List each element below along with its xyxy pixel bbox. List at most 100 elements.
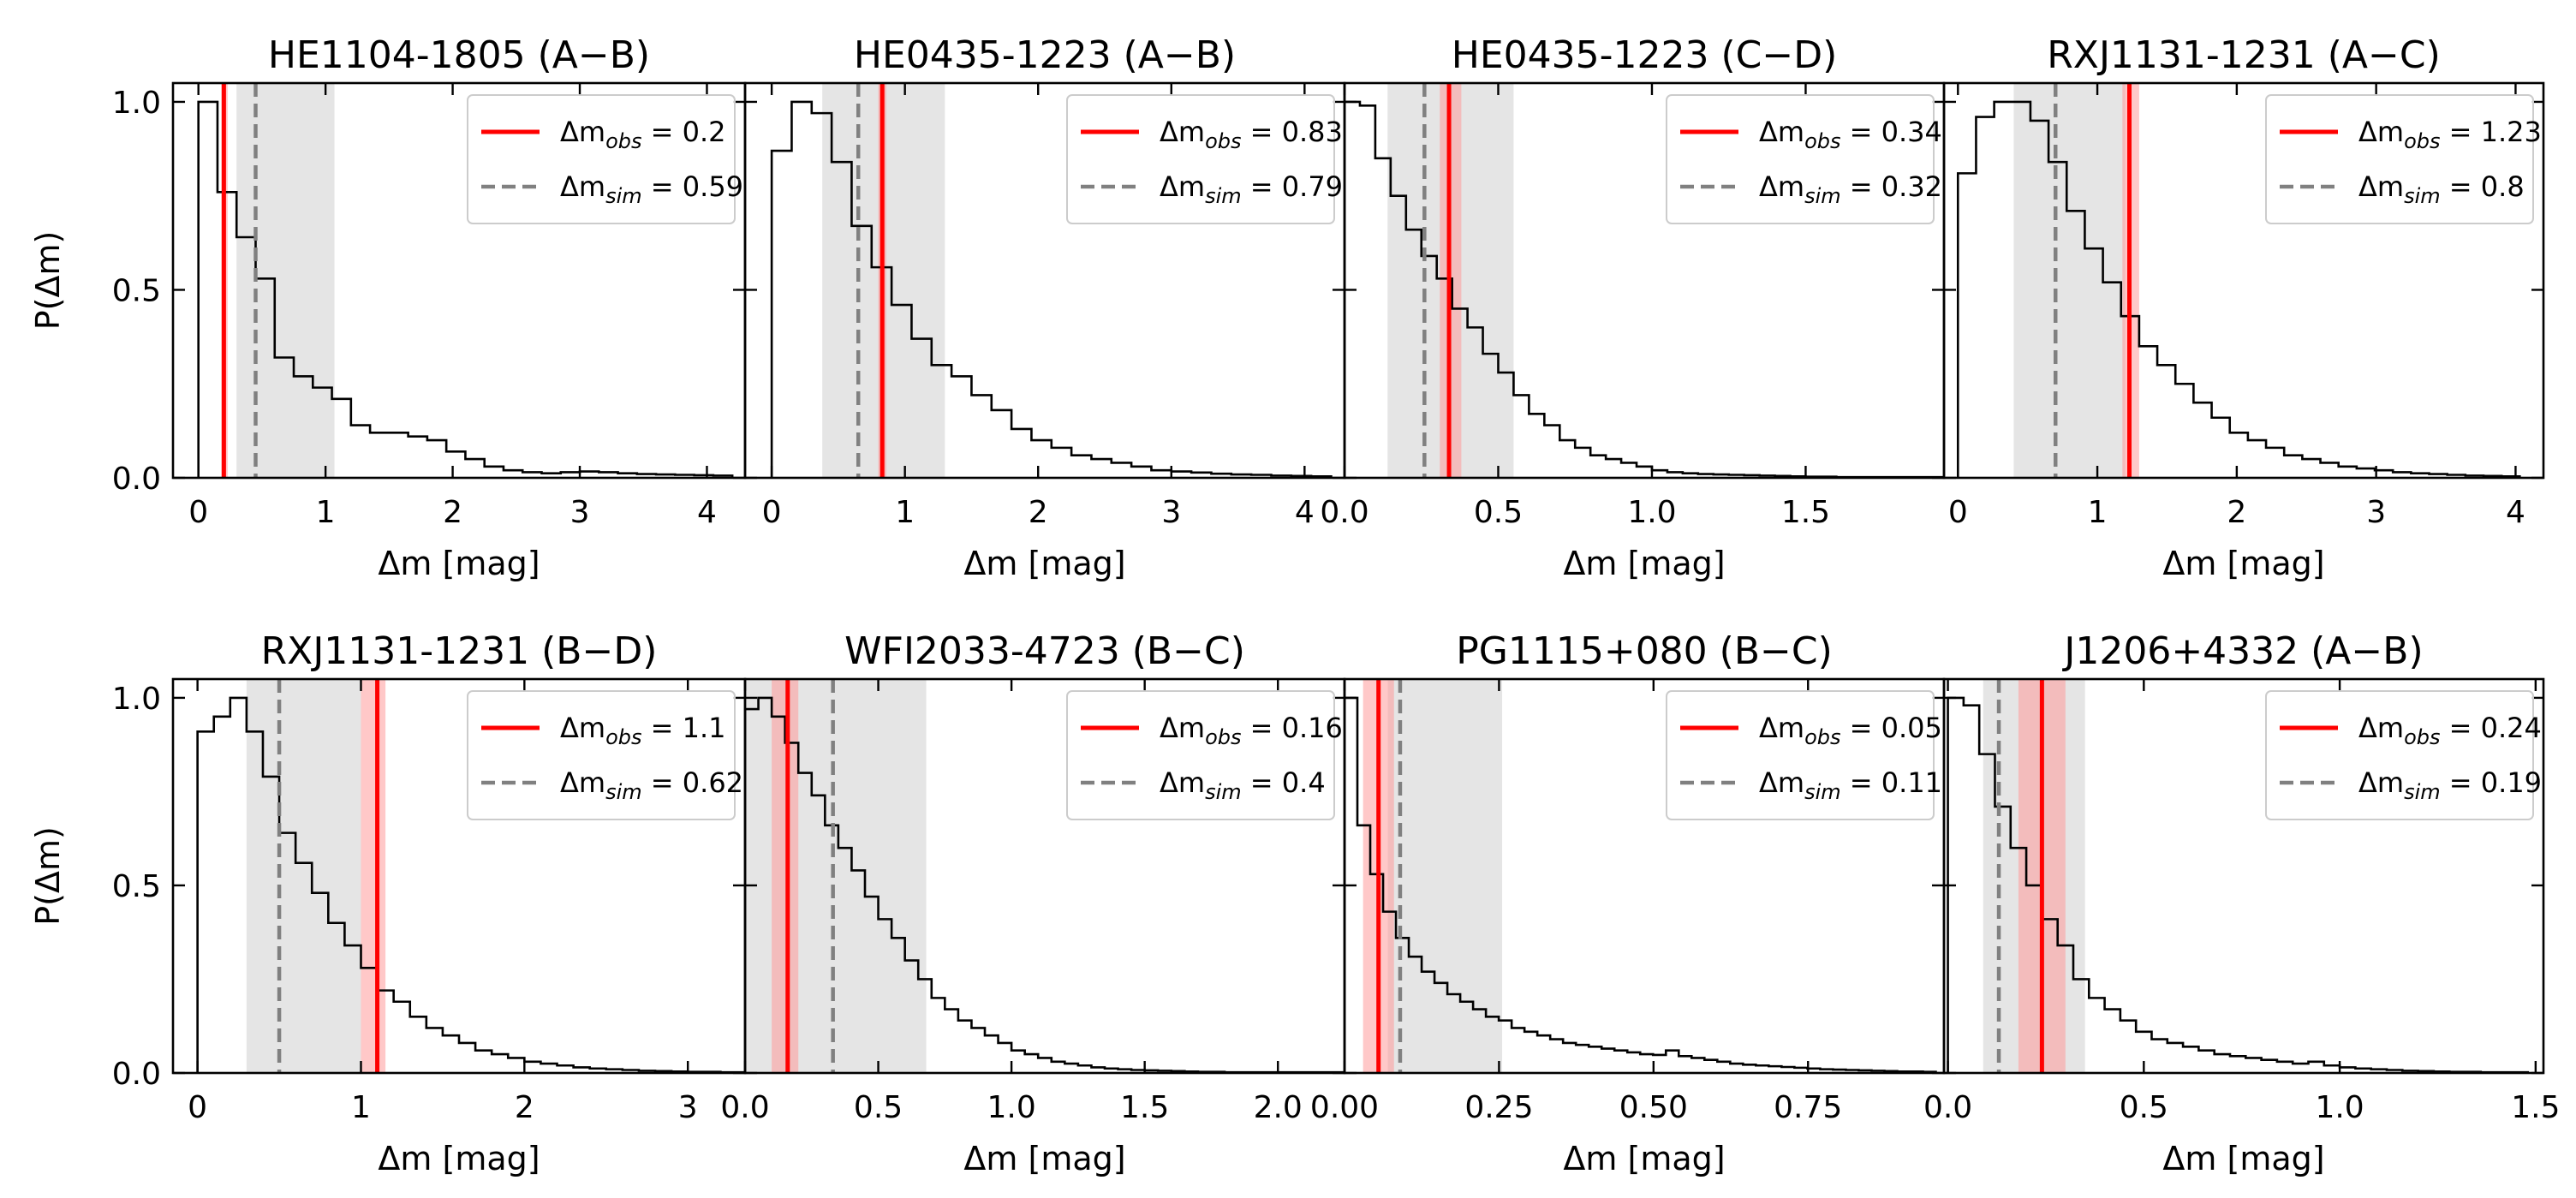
panel-title: HE0435-1223 (A−B) — [854, 33, 1236, 77]
panel-5: 0 1 2 3 0.0 0.5 1.0 RXJ1131-1231 (B−D) Δm [mag] P… — [29, 629, 747, 1177]
x-tick-label: 0.0 — [1320, 495, 1368, 530]
legend: Δmobs = 0.83 Δmsim = 0.79 — [1066, 94, 1343, 224]
x-tick-label: 0.0 — [1923, 1090, 1972, 1125]
plot-area — [197, 83, 734, 478]
x-tick-label: 3 — [1161, 495, 1181, 530]
x-tick-label: 0 — [188, 495, 208, 530]
panel-title: J1206+4332 (A−B) — [2061, 629, 2423, 673]
y-tick-label: 0.0 — [112, 462, 161, 497]
legend-sim-label: Δmsim = 0.19 — [2358, 766, 2542, 804]
obs-band — [772, 679, 799, 1073]
panel-3: 0.0 0.5 1.0 1.5 HE0435-1223 (C−D) Δm [mag] Δmo… — [1320, 33, 1946, 582]
histogram — [197, 100, 734, 478]
legend-sim-label: Δmsim = 0.59 — [560, 170, 743, 208]
x-tick-label: 0.5 — [1474, 495, 1523, 530]
x-tick-label: 4 — [697, 495, 717, 530]
obs-band — [361, 679, 386, 1073]
legend-sim-label: Δmsim = 0.62 — [560, 766, 743, 804]
y-tick-label: 1.0 — [112, 682, 161, 717]
x-axis-label: Δm [mag] — [378, 1140, 540, 1177]
legend-obs-label: Δmobs = 0.83 — [1160, 116, 1343, 153]
sim-band — [236, 83, 335, 478]
x-tick-label: 0 — [188, 1090, 207, 1125]
panel-title: HE0435-1223 (C−D) — [1452, 33, 1838, 77]
histogram — [196, 696, 745, 1073]
panel-2: 0 1 2 3 4 HE0435-1223 (A−B) Δm [mag] Δmobs = 0.… — [743, 33, 1346, 582]
legend-obs-label: Δmobs = 1.1 — [560, 712, 726, 749]
x-tick-label: 2 — [1029, 495, 1048, 530]
panel-title: RXJ1131-1231 (A−C) — [2047, 33, 2441, 77]
legend-box — [1066, 690, 1335, 820]
x-tick-label: 1 — [2088, 495, 2108, 530]
legend-box — [467, 94, 736, 224]
axes-frame — [1942, 677, 2545, 1075]
legend-sim-label: Δmsim = 0.4 — [1160, 766, 1326, 804]
x-tick-label: 3 — [2366, 495, 2386, 530]
x-tick-label: 0.5 — [854, 1090, 903, 1125]
histogram — [1345, 696, 1937, 1073]
legend-obs-label: Δmobs = 0.05 — [1759, 712, 1942, 749]
x-axis-label: Δm [mag] — [963, 545, 1125, 582]
x-axis-label: Δm [mag] — [378, 545, 540, 582]
plot-area — [770, 83, 1333, 478]
legend-obs-label: Δmobs = 0.34 — [1759, 116, 1942, 153]
x-axis-label: Δm [mag] — [2162, 545, 2324, 582]
x-tick-label: 1 — [351, 1090, 371, 1125]
y-axis-label: P(Δm) — [29, 826, 67, 926]
plot-area — [1345, 679, 1937, 1073]
legend-box — [1066, 94, 1335, 224]
x-tick-label: 1.5 — [2511, 1090, 2560, 1125]
x-axis-label: Δm [mag] — [1563, 1140, 1725, 1177]
axes-frame — [1942, 81, 2545, 480]
x-tick-label: 2 — [443, 495, 462, 530]
panel-6: 0.0 0.5 1.0 1.5 2.0 WFI2033-4723 (B−C) Δm [mag… — [720, 629, 1346, 1177]
plot-area — [1345, 83, 1944, 478]
x-tick-label: 0 — [762, 495, 782, 530]
legend-box — [1666, 690, 1935, 820]
y-tick-label: 1.0 — [112, 86, 161, 121]
x-axis-label: Δm [mag] — [963, 1140, 1125, 1177]
legend-obs-label: Δmobs = 0.2 — [560, 116, 726, 153]
x-tick-label: 0.50 — [1619, 1090, 1688, 1125]
legend-sim-label: Δmsim = 0.11 — [1759, 766, 1942, 804]
legend: Δmobs = 0.05 Δmsim = 0.11 — [1666, 690, 1942, 820]
histogram — [770, 100, 1333, 478]
x-tick-label: 1.0 — [987, 1090, 1035, 1125]
x-axis-label: Δm [mag] — [1563, 545, 1725, 582]
panel-title: PG1115+080 (B−C) — [1456, 629, 1833, 673]
x-tick-label: 0 — [1948, 495, 1968, 530]
legend: Δmobs = 1.1 Δmsim = 0.62 — [467, 690, 743, 820]
x-tick-label: 1 — [895, 495, 915, 530]
legend-sim-label: Δmsim = 0.79 — [1160, 170, 1343, 208]
panel-7: 0.00 0.25 0.50 0.75 PG1115+080 (B−C) Δm [mag]… — [1310, 629, 1946, 1177]
x-tick-label: 1.5 — [1120, 1090, 1169, 1125]
x-tick-label: 1.0 — [2315, 1090, 2364, 1125]
y-tick-label: 0.0 — [112, 1057, 161, 1092]
panel-title: WFI2033-4723 (B−C) — [844, 629, 1245, 673]
legend: Δmobs = 0.34 Δmsim = 0.32 — [1666, 94, 1942, 224]
x-tick-label: 2 — [2227, 495, 2246, 530]
y-tick-label: 0.5 — [112, 869, 161, 904]
legend-obs-label: Δmobs = 0.16 — [1160, 712, 1343, 749]
x-tick-label: 2 — [515, 1090, 534, 1125]
legend: Δmobs = 0.2 Δmsim = 0.59 — [467, 94, 743, 224]
legend-box — [2265, 94, 2534, 224]
x-tick-label: 0.75 — [1774, 1090, 1842, 1125]
x-tick-label: 4 — [2506, 495, 2525, 530]
x-tick-label: 0.0 — [720, 1090, 769, 1125]
x-tick-label: 1 — [316, 495, 336, 530]
y-axis-label: P(Δm) — [29, 231, 67, 331]
plot-area — [1947, 679, 2529, 1073]
x-axis-label: Δm [mag] — [2162, 1140, 2324, 1177]
plot-area — [1956, 83, 2521, 478]
x-tick-label: 0.25 — [1464, 1090, 1533, 1125]
legend-obs-label: Δmobs = 0.24 — [2358, 712, 2542, 749]
x-tick-label: 0.00 — [1310, 1090, 1379, 1125]
sim-band — [2013, 83, 2126, 478]
legend-sim-label: Δmsim = 0.8 — [2358, 170, 2525, 208]
x-tick-label: 1.0 — [1627, 495, 1676, 530]
y-tick-label: 0.5 — [112, 273, 161, 308]
panel-title: HE1104-1805 (A−B) — [268, 33, 650, 77]
legend-box — [467, 690, 736, 820]
